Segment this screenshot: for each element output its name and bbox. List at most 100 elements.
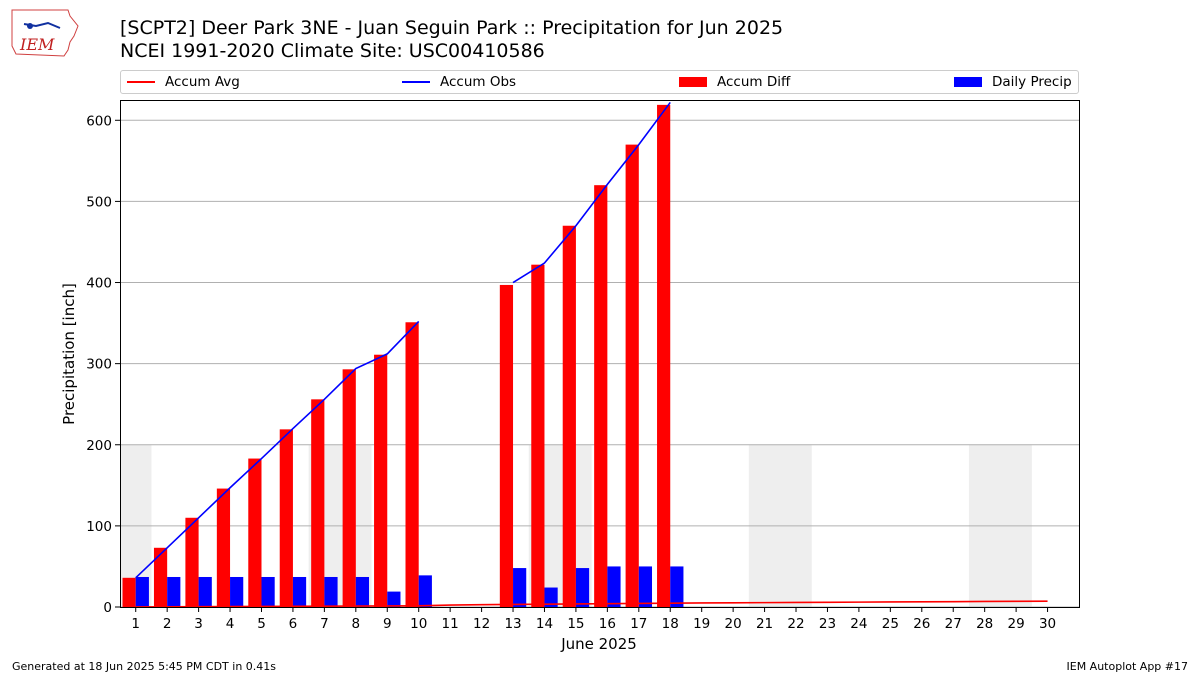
x-tick-label: 7 [320,616,329,632]
accum-diff-bar [499,284,514,607]
x-tick-label: 8 [352,616,361,632]
x-tick-label: 2 [163,616,172,632]
accum-diff-bar [311,399,325,607]
bars [122,104,684,608]
y-tick-label: 200 [86,438,112,454]
legend-swatch-daily-precip [954,77,982,87]
x-tick-label: 30 [1039,616,1056,632]
x-tick-label: 11 [442,616,459,632]
daily-precip-bar [513,568,527,607]
accum-diff-bar [342,369,356,607]
legend-swatch-accum-avg [127,81,155,83]
legend-entry-accum-diff: Accum Diff [679,74,790,90]
x-tick-label: 24 [850,616,867,632]
daily-precip-bar [387,591,401,607]
accum-diff-bar [625,144,639,607]
x-tick-label: 22 [787,616,804,632]
y-tick-label: 100 [86,519,112,535]
y-tick-label: 600 [86,113,112,129]
accum-diff-bar [216,488,231,607]
accum-diff-bar [122,577,136,607]
x-tick-label: 6 [289,616,298,632]
y-tick-label: 300 [86,357,112,373]
legend-label-accum-obs: Accum Obs [440,74,517,90]
footer-generated: Generated at 18 Jun 2025 5:45 PM CDT in … [12,660,277,673]
x-tick-label: 26 [913,616,930,632]
y-tick-label: 400 [86,276,112,292]
legend-label-accum-avg: Accum Avg [165,74,240,90]
legend-label-daily-precip: Daily Precip [992,74,1072,90]
x-tick-label: 13 [504,616,521,632]
legend: Accum Avg Accum Obs Accum Diff Daily Pre… [120,70,1079,94]
legend-swatch-accum-diff [679,77,707,87]
x-tick-label: 10 [410,616,427,632]
x-tick-label: 23 [819,616,836,632]
x-tick-label: 12 [473,616,490,632]
legend-entry-daily-precip: Daily Precip [954,74,1072,90]
daily-precip-bar [638,566,653,607]
accum-diff-bar [405,322,419,607]
accum-diff-bar [185,517,199,607]
y-tick-label: 0 [103,600,112,616]
chart-title: [SCPT2] Deer Park 3NE - Juan Seguin Park… [120,17,784,39]
daily-precip-bar [670,566,684,607]
accum-avg-line [135,600,1048,608]
x-axis-label: June 2025 [560,635,637,653]
x-axis: 1 2 3 4 5 6 7 8 9 10 11 12 13 14 15 16 17 18 19 20 21 22 23 24 2… [131,607,1056,632]
chart-subtitle: NCEI 1991-2020 Climate Site: USC00410586 [120,40,545,62]
x-tick-label: 15 [567,616,584,632]
x-tick-label: 29 [1008,616,1025,632]
daily-precip-bar [324,576,338,607]
accum-diff-bar [279,429,293,607]
accum-diff-bar [657,104,671,608]
x-tick-label: 1 [131,616,140,632]
x-tick-label: 28 [976,616,993,632]
legend-entry-accum-avg: Accum Avg [127,74,240,90]
x-tick-label: 20 [725,616,742,632]
iowa-outline [11,9,79,57]
accum-diff-bar [562,225,576,607]
legend-label-accum-diff: Accum Diff [717,74,791,90]
legend-swatch-accum-obs [402,81,430,83]
accum-diff-bar [153,547,168,607]
x-tick-label: 5 [257,616,266,632]
x-tick-label: 16 [599,616,616,632]
daily-precip-bar [607,566,621,607]
x-tick-label: 19 [693,616,710,632]
legend-entry-accum-obs: Accum Obs [402,74,516,90]
y-axis: 0 100 200 300 400 500 600 [86,113,120,616]
daily-precip-bar [418,575,432,607]
x-tick-label: 18 [662,616,679,632]
x-tick-label: 14 [536,616,553,632]
accum-diff-bar [531,264,545,607]
daily-precip-bar [135,576,149,607]
accum-obs-line [135,320,420,579]
accum-diff-bar [374,354,388,607]
accum-obs-line [512,101,671,284]
daily-precip-bar [544,587,558,607]
x-tick-label: 4 [226,616,235,632]
lines [135,101,1048,608]
accum-diff-bar [594,185,608,607]
daily-precip-bar [261,576,275,607]
x-tick-label: 3 [194,616,203,632]
accum-diff-bar [248,458,262,607]
footer-app: IEM Autoplot App #17 [1066,660,1189,673]
daily-precip-bar [230,576,244,607]
plot-frame [120,100,1080,608]
x-tick-label: 9 [383,616,392,632]
y-tick-label: 500 [86,194,112,210]
x-tick-label: 27 [945,616,962,632]
daily-precip-bar [355,576,370,607]
daily-precip-bar [167,576,181,607]
daily-precip-bar [575,568,590,607]
iem-logo: IEM [11,9,79,57]
x-tick-label: 17 [630,616,647,632]
x-tick-label: 21 [756,616,773,632]
x-tick-label: 25 [882,616,899,632]
daily-precip-bar [198,576,212,607]
logo-text: IEM [19,35,55,54]
y-axis-label: Precipitation [inch] [60,283,78,425]
daily-precip-bar [292,576,307,607]
